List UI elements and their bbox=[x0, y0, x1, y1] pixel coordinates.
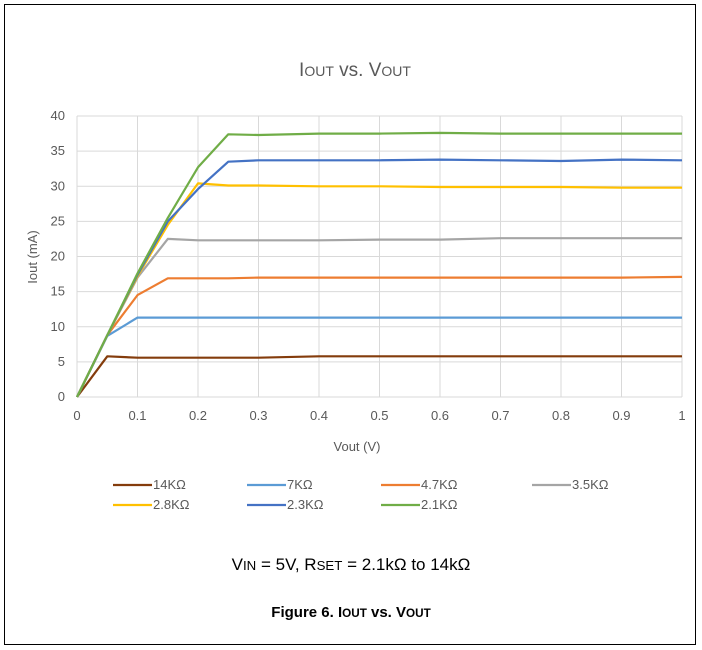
y-tick-label: 5 bbox=[58, 354, 65, 369]
series-line-6 bbox=[76, 131, 682, 398]
series-line-2 bbox=[76, 275, 683, 398]
x-tick-label: 0.6 bbox=[431, 408, 449, 423]
legend-label-0: 14KΩ bbox=[153, 477, 186, 492]
y-tick-label: 10 bbox=[51, 319, 65, 334]
y-tick-label: 20 bbox=[51, 249, 65, 264]
x-tick-label: 0.8 bbox=[552, 408, 570, 423]
x-tick-label: 1 bbox=[678, 408, 685, 423]
y-axis-ticks: 0 5 10 15 20 25 30 35 40 bbox=[51, 108, 65, 404]
figure-frame bbox=[4, 4, 696, 645]
x-tick-label: 0.7 bbox=[491, 408, 509, 423]
x-tick-label: 0.2 bbox=[189, 408, 207, 423]
y-axis-title: Iout (mA) bbox=[25, 230, 40, 283]
y-tick-label: 30 bbox=[51, 178, 65, 193]
legend-label-3: 3.5KΩ bbox=[572, 477, 609, 492]
legend-label-4: 2.8KΩ bbox=[153, 497, 190, 512]
legend-label-2: 4.7KΩ bbox=[421, 477, 458, 492]
x-tick-label: 0.4 bbox=[310, 408, 328, 423]
legend-label-1: 7KΩ bbox=[287, 477, 313, 492]
legend-label-6: 2.1KΩ bbox=[421, 497, 458, 512]
legend-label-5: 2.3KΩ bbox=[287, 497, 324, 512]
x-tick-label: 0.5 bbox=[370, 408, 388, 423]
y-tick-label: 35 bbox=[51, 143, 65, 158]
x-axis-title: Vout (V) bbox=[334, 439, 381, 454]
y-tick-label: 15 bbox=[51, 284, 65, 299]
chart-title: IOUT vs. VOUT bbox=[299, 60, 411, 81]
legend: 14KΩ 7KΩ 4.7KΩ 3.5KΩ 2.8KΩ 2.3KΩ 2.1KΩ bbox=[113, 477, 609, 512]
series-line-0 bbox=[76, 355, 682, 398]
gridlines bbox=[76, 115, 683, 398]
y-tick-label: 40 bbox=[51, 108, 65, 123]
x-tick-label: 0.3 bbox=[249, 408, 267, 423]
x-tick-label: 0.9 bbox=[612, 408, 630, 423]
figure-caption: Figure 6. IOUT vs. VOUT bbox=[271, 604, 431, 621]
test-conditions: VIN = 5V, RSET = 2.1kΩ to 14kΩ bbox=[231, 555, 471, 574]
series-lines bbox=[76, 131, 683, 398]
y-tick-label: 25 bbox=[51, 213, 65, 228]
chart: IOUT vs. VOUT 0 0.1 0.2 0.3 0.4 0.5 0.6 0.7 0.8 0… bbox=[25, 60, 686, 512]
x-tick-label: 0 bbox=[73, 408, 80, 423]
series-line-1 bbox=[76, 316, 682, 398]
x-axis-ticks: 0 0.1 0.2 0.3 0.4 0.5 0.6 0.7 0.8 0.9 1 bbox=[73, 408, 685, 423]
x-tick-label: 0.1 bbox=[128, 408, 146, 423]
y-tick-label: 0 bbox=[58, 389, 65, 404]
